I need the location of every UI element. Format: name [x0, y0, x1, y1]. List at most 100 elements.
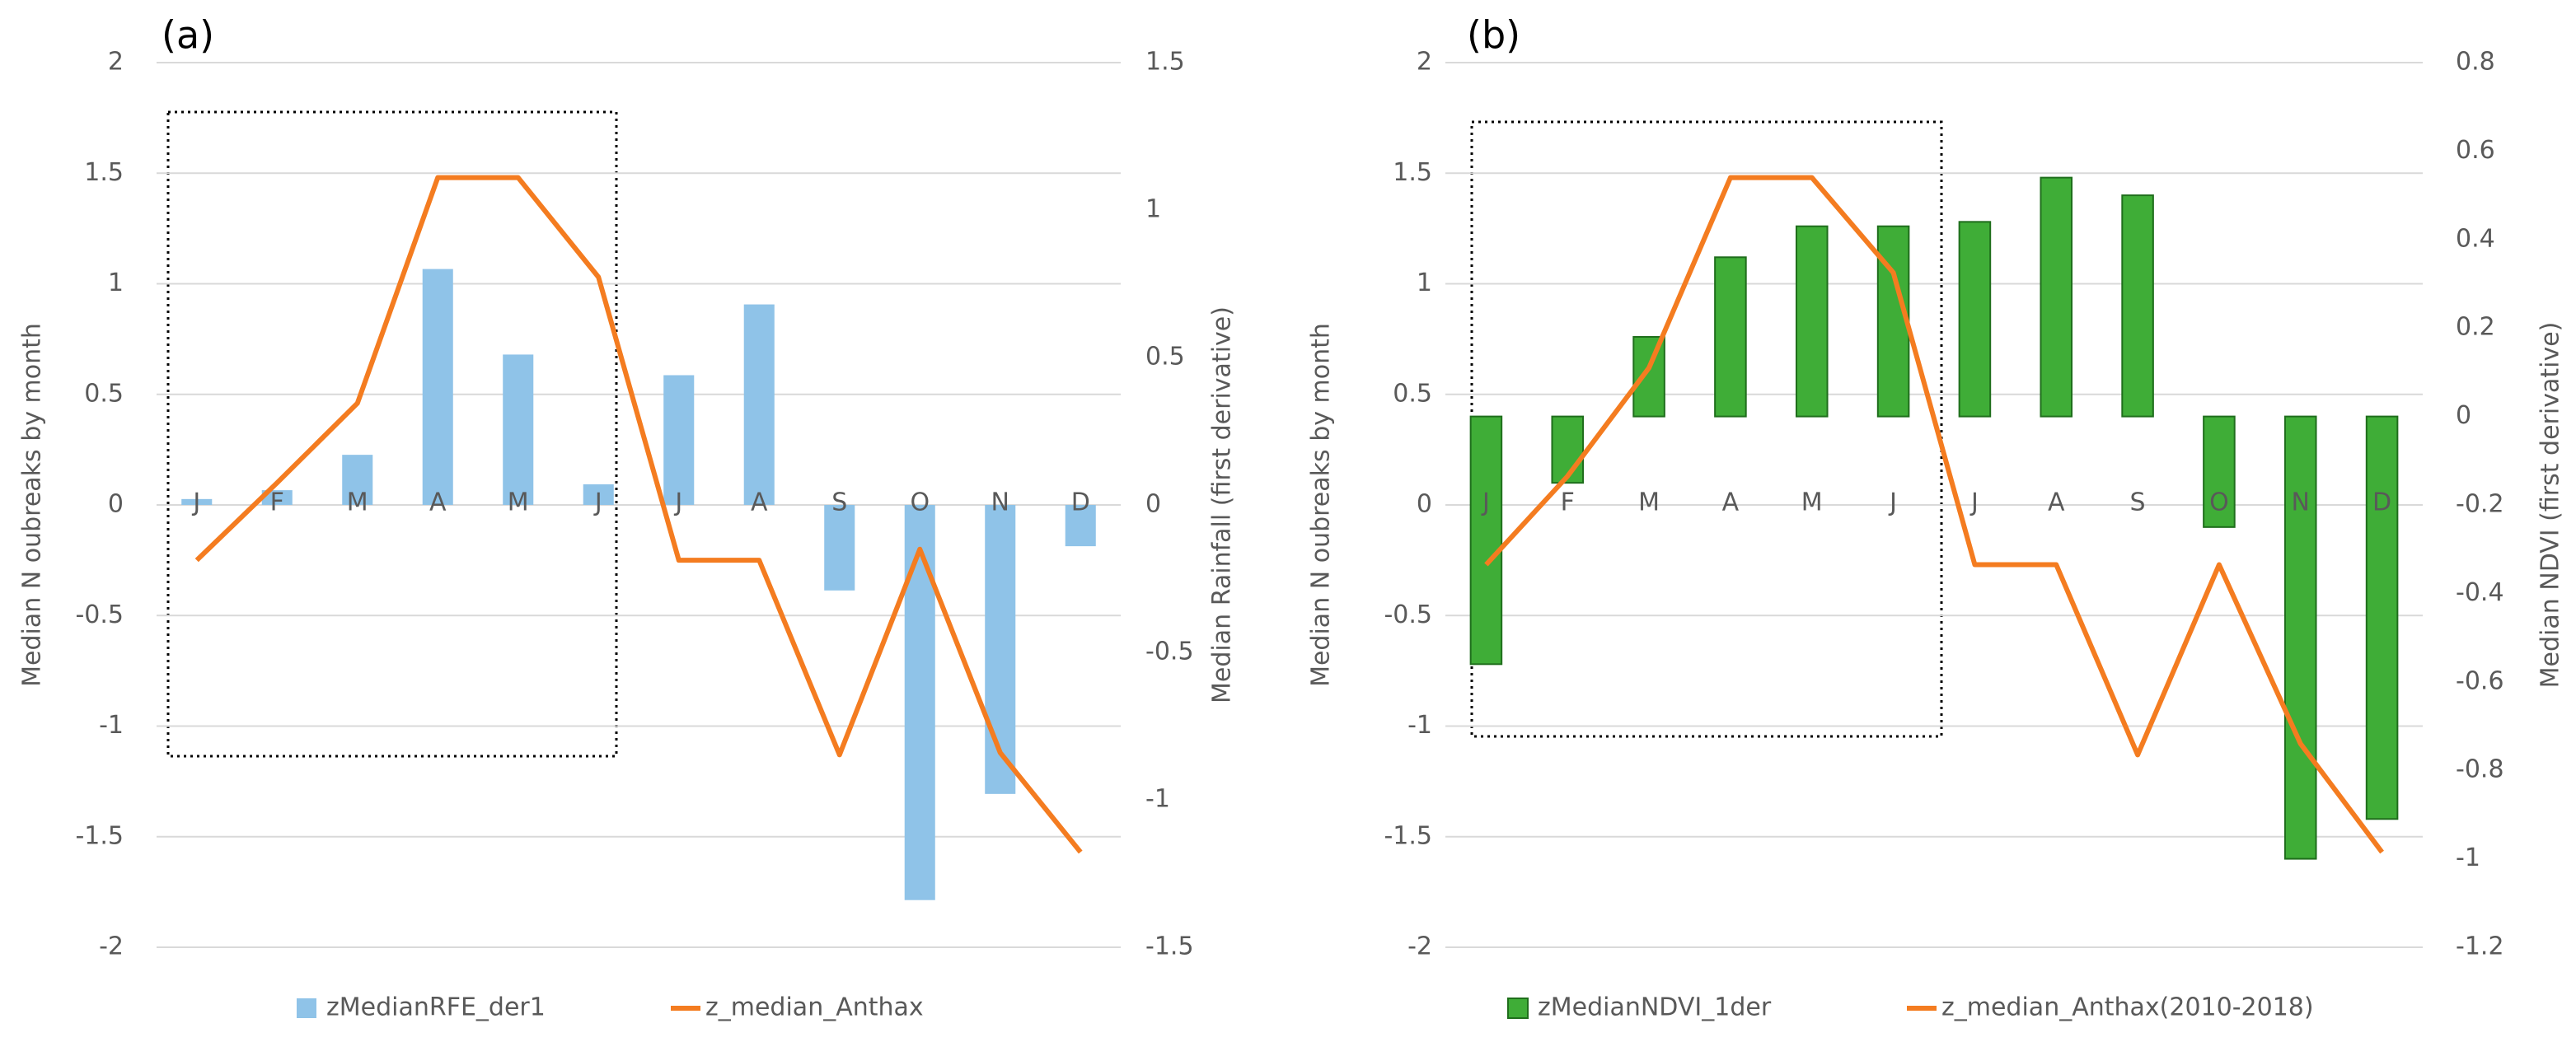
x-tick-label: A	[429, 488, 447, 517]
legend-label: z_median_Anthax	[705, 993, 924, 1022]
y2-tick-label: 0.5	[1145, 343, 1185, 371]
x-tick-label: J	[191, 488, 200, 517]
legend-swatch	[1507, 998, 1529, 1019]
bar	[1632, 335, 1665, 418]
bar	[1065, 505, 1096, 547]
y2-axis-title: Median NDVI (first derivative)	[2536, 322, 2565, 689]
y2-tick-label: -0.4	[2456, 578, 2504, 607]
bar	[181, 498, 213, 505]
y-tick-label: -1	[99, 711, 124, 740]
x-tick-label: N	[991, 488, 1009, 517]
y2-tick-label: 0	[1145, 490, 1161, 519]
y-tick-label: 1	[108, 269, 124, 297]
x-tick-label: O	[910, 488, 930, 517]
y-tick-label: 1.5	[1393, 158, 1432, 187]
legend-label: z_median_Anthax(2010-2018)	[1941, 993, 2314, 1022]
y2-tick-label: -1.2	[2456, 932, 2504, 961]
bar	[503, 354, 534, 505]
bar	[1958, 221, 1992, 418]
y2-tick-label: 1.5	[1145, 48, 1185, 77]
y-tick-label: -2	[99, 932, 124, 961]
y2-tick-label: -1.5	[1145, 932, 1194, 961]
y2-tick-label: 0.6	[2456, 136, 2495, 165]
bar	[583, 484, 614, 505]
y-tick-label: -1.5	[1384, 821, 1432, 850]
x-tick-label: A	[751, 488, 768, 517]
bar	[422, 269, 453, 505]
bar	[1551, 415, 1585, 484]
chart-title: (a)	[162, 13, 214, 58]
y2-tick-label: 1	[1145, 195, 1161, 224]
y-tick-label: -0.5	[75, 600, 124, 629]
x-tick-label: S	[831, 488, 847, 517]
y2-tick-label: 0.8	[2456, 48, 2495, 77]
x-tick-label: A	[1722, 488, 1740, 517]
bar	[261, 490, 293, 505]
bar	[2121, 194, 2154, 418]
y-axis-title: Median N oubreaks by month	[18, 323, 47, 687]
y-tick-label: 2	[108, 48, 124, 77]
bar	[985, 505, 1016, 794]
y2-tick-label: -1	[2456, 843, 2480, 872]
bar	[824, 505, 855, 591]
x-tick-label: A	[2048, 488, 2065, 517]
x-tick-label: M	[347, 488, 368, 517]
bar	[1469, 415, 1503, 666]
chart-title: (b)	[1467, 13, 1520, 58]
y2-tick-label: -1	[1145, 785, 1170, 814]
bar	[1876, 225, 1910, 418]
y-tick-label: 2	[1417, 48, 1432, 77]
x-tick-label: J	[1969, 488, 1979, 517]
y2-tick-label: -0.2	[2456, 490, 2504, 519]
y-tick-label: 1.5	[84, 158, 124, 187]
x-tick-label: J	[593, 488, 602, 517]
y-axis-title: Median N oubreaks by month	[1307, 323, 1336, 687]
y-tick-label: 1	[1417, 269, 1432, 297]
highlight-box	[166, 110, 618, 758]
y2-tick-label: 0	[2456, 401, 2471, 430]
y2-tick-label: -0.5	[1145, 638, 1194, 666]
x-tick-label: J	[1888, 488, 1897, 517]
x-tick-label: D	[2372, 488, 2391, 517]
y-tick-label: 0	[1417, 490, 1432, 519]
y2-tick-label: -0.8	[2456, 755, 2504, 784]
bar	[1795, 225, 1829, 418]
line-series	[194, 175, 1083, 854]
y2-tick-label: -0.6	[2456, 666, 2504, 695]
x-tick-label: F	[1561, 488, 1575, 517]
line-series	[1484, 175, 2384, 854]
bar	[2203, 415, 2236, 528]
y-tick-label: -1.5	[75, 821, 124, 850]
x-tick-label: M	[1638, 488, 1660, 517]
y-tick-label: 0	[108, 490, 124, 519]
x-tick-label: S	[2130, 488, 2146, 517]
y-tick-label: 0.5	[84, 379, 124, 408]
x-tick-label: M	[1801, 488, 1823, 517]
bar	[2365, 415, 2399, 820]
bar	[663, 375, 695, 505]
bar	[1714, 256, 1747, 418]
x-tick-label: M	[508, 488, 529, 517]
x-tick-label: N	[2292, 488, 2310, 517]
legend-swatch	[297, 998, 316, 1018]
x-tick-label: J	[673, 488, 682, 517]
bar	[2040, 176, 2073, 418]
y-tick-label: -2	[1407, 932, 1432, 961]
y-tick-label: 0.5	[1393, 379, 1432, 408]
y2-tick-label: 0.2	[2456, 313, 2495, 342]
legend-label: zMedianNDVI_1der	[1538, 993, 1772, 1022]
y-tick-label: -1	[1407, 711, 1432, 740]
y-tick-label: -0.5	[1384, 600, 1432, 629]
bar	[2283, 415, 2317, 860]
bar	[904, 505, 935, 900]
y2-axis-title: Median Rainfall (first derivative)	[1208, 306, 1237, 703]
y2-tick-label: 0.4	[2456, 224, 2495, 253]
bar	[743, 304, 775, 505]
x-tick-label: O	[2209, 488, 2229, 517]
bar	[342, 455, 373, 505]
legend-label: zMedianRFE_der1	[326, 993, 546, 1022]
x-tick-label: J	[1481, 488, 1490, 517]
x-tick-label: F	[270, 488, 284, 517]
highlight-box	[1470, 120, 1943, 738]
